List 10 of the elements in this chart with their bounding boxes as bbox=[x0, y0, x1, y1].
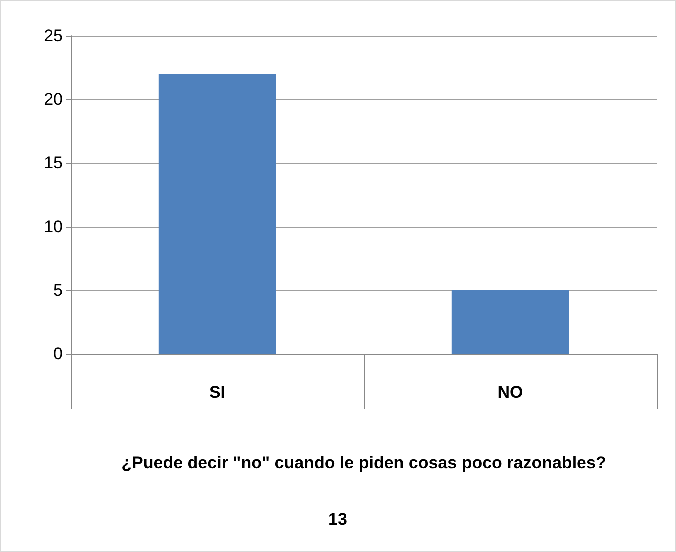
y-tick-label: 15 bbox=[44, 154, 63, 173]
x-axis-title: ¿Puede decir "no" cuando le piden cosas poco razonables? bbox=[122, 454, 606, 472]
y-tick-label: 25 bbox=[44, 26, 63, 46]
text: 13 bbox=[328, 510, 348, 529]
y-tick-label: 10 bbox=[44, 217, 63, 236]
x-tick-label: SI bbox=[209, 383, 226, 402]
x-tick-label: NO bbox=[498, 383, 524, 402]
y-tick-label: 5 bbox=[54, 280, 63, 300]
y-tick-label: 0 bbox=[54, 344, 63, 364]
y-tick-label: 20 bbox=[44, 90, 63, 110]
